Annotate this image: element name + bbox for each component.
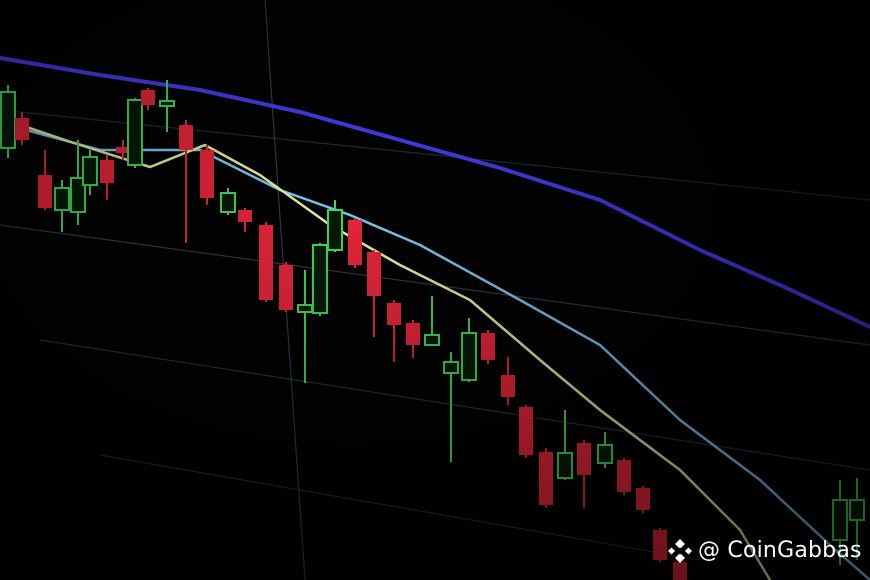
watermark: @ CoinGabbas bbox=[668, 538, 862, 563]
binance-logo-icon bbox=[668, 538, 692, 563]
watermark-text: @ CoinGabbas bbox=[698, 538, 862, 563]
